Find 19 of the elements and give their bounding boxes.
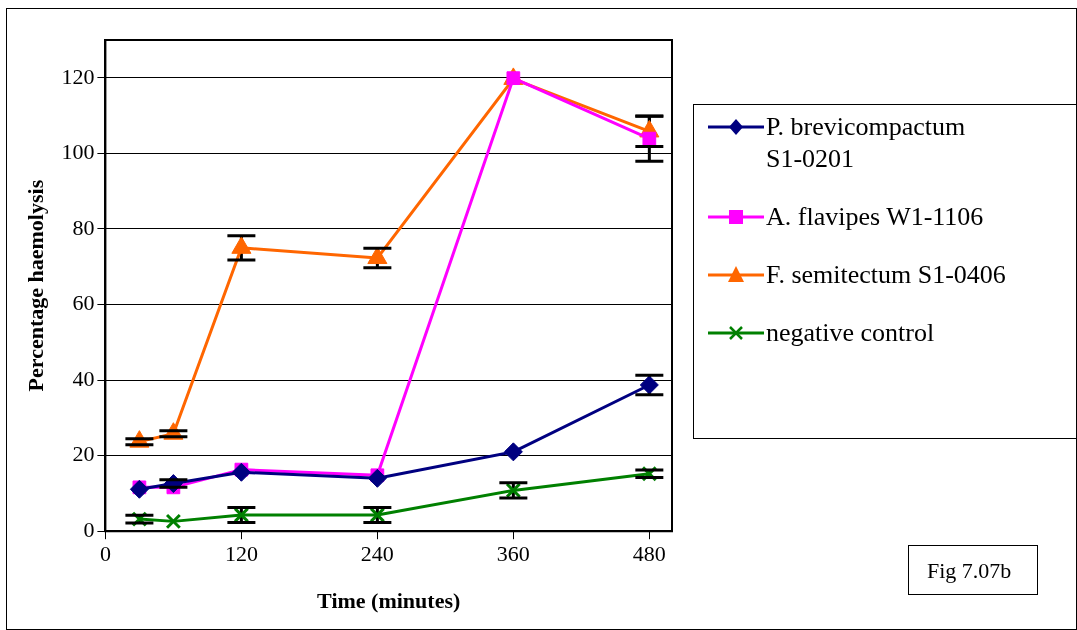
y-tick-label: 20 <box>72 441 95 467</box>
x-axis-title: Time (minutes) <box>317 588 461 614</box>
x-tick-label: 120 <box>224 541 258 567</box>
legend-label: F. semitectum S1-0406 <box>766 260 1006 289</box>
legend-label: A. flavipes W1-1106 <box>766 202 984 231</box>
x-tick-label: 0 <box>99 541 111 567</box>
y-tick-label: 120 <box>61 63 95 89</box>
legend-label: negative control <box>766 318 935 347</box>
y-axis-title: Percentage haemolysis <box>22 179 48 392</box>
x-tick-label: 360 <box>496 541 530 567</box>
y-tick-label: 100 <box>61 139 95 165</box>
y-tick-label: 40 <box>72 365 95 391</box>
y-tick-label: 60 <box>72 290 95 316</box>
x-tick-label: 480 <box>632 541 666 567</box>
x-tick-label: 240 <box>360 541 394 567</box>
caption: Fig 7.07b <box>908 545 1038 595</box>
legend-label: P. brevicompactum S1-0201 <box>766 112 966 173</box>
y-tick-label: 0 <box>83 516 95 542</box>
y-tick-label: 80 <box>72 214 95 240</box>
